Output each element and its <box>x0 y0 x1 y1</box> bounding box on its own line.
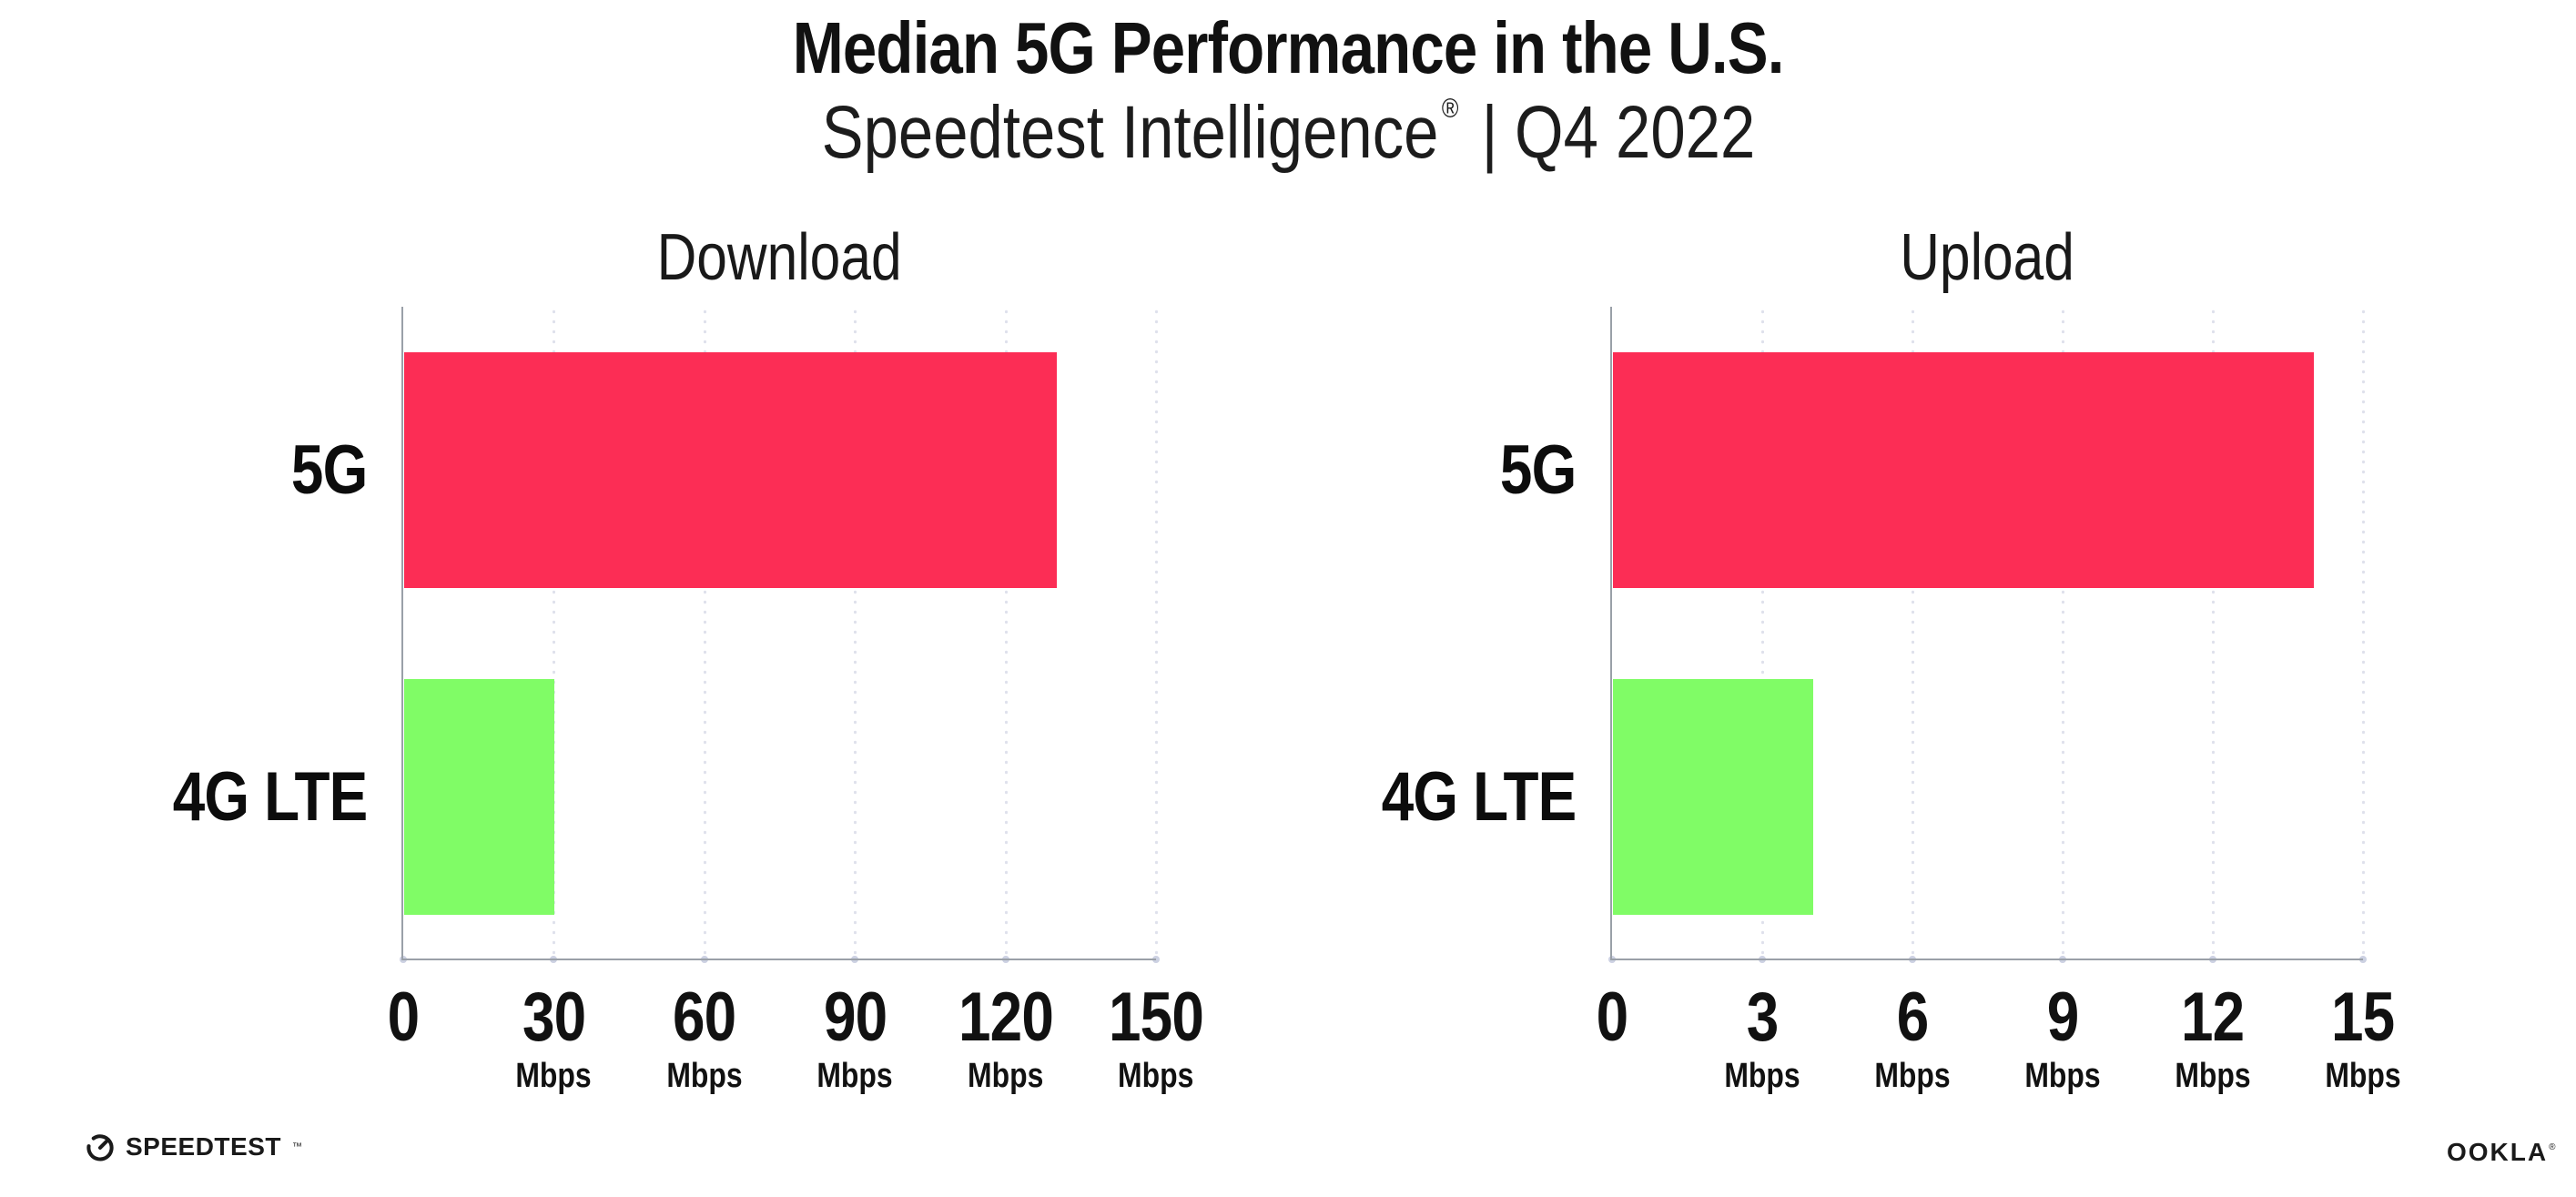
upload-chart-title: Upload <box>1900 221 2075 294</box>
tick-value: 3 <box>1746 979 1780 1056</box>
tick-value: 60 <box>673 979 736 1056</box>
tick-unit: Mbps <box>2024 1057 2101 1095</box>
category-label-4g-lte: 4G LTE <box>94 757 368 836</box>
page-title-text: Median 5G Performance in the U.S. <box>792 7 1785 88</box>
gridline-60 <box>703 307 706 959</box>
x-tick-120: 120 Mbps <box>949 979 1062 1096</box>
gridline-6 <box>1912 307 1914 959</box>
bar-5g <box>404 352 1057 588</box>
x-tick-150: 150 Mbps <box>1100 979 1212 1096</box>
subtitle-brand: Speedtest Intelligence <box>821 91 1439 174</box>
tick-value: 12 <box>2181 979 2245 1056</box>
tick-unit: Mbps <box>816 1057 893 1095</box>
y-axis-line <box>1610 307 1612 959</box>
tick-mark-150 <box>1152 956 1160 963</box>
page-subtitle: Speedtest Intelligence ® | Q4 2022 <box>0 89 2576 177</box>
category-label-4g-lte: 4G LTE <box>1303 757 1577 836</box>
x-tick-9: 9 Mbps <box>2017 979 2107 1096</box>
tick-value: 120 <box>958 979 1054 1056</box>
tick-value: 30 <box>522 979 586 1056</box>
tick-mark-15 <box>2359 956 2367 963</box>
category-label-text: 5G <box>1499 431 1577 509</box>
gridline-30 <box>553 307 556 959</box>
tick-unit: Mbps <box>515 1057 593 1095</box>
x-tick-3: 3 Mbps <box>1717 979 1807 1096</box>
tick-unit: Mbps <box>1724 1057 1800 1095</box>
gridline-150 <box>1155 307 1158 959</box>
category-label-text: 4G LTE <box>1381 757 1577 836</box>
x-tick-6: 6 Mbps <box>1867 979 1957 1096</box>
category-label-text: 4G LTE <box>172 757 368 836</box>
upload-plot: 0 3 Mbps 6 Mbps 9 Mbps 12 Mbps 15 Mbps <box>1597 307 2401 1095</box>
x-axis-line <box>401 959 1156 960</box>
tick-unit: Mbps <box>1118 1057 1194 1095</box>
page-title: Median 5G Performance in the U.S. <box>0 5 2576 91</box>
ookla-wordmark: OOKLA <box>2447 1138 2549 1166</box>
x-tick-12: 12 Mbps <box>2167 979 2257 1096</box>
bar-4g-lte <box>1613 679 1813 915</box>
x-axis-line <box>1610 959 2363 960</box>
gridline-90 <box>854 307 857 959</box>
gridline-15 <box>2362 307 2365 959</box>
subtitle-separator: | <box>1481 91 1498 174</box>
tick-value: 15 <box>2331 979 2395 1056</box>
x-tick-0: 0 <box>384 982 421 1053</box>
tick-unit: Mbps <box>2325 1057 2401 1095</box>
ookla-registered-mark: ® <box>2549 1142 2556 1152</box>
tick-value: 0 <box>1596 979 1629 1056</box>
tick-value: 9 <box>2046 979 2080 1056</box>
tick-value: 6 <box>1896 979 1930 1056</box>
x-tick-0: 0 <box>1593 982 1630 1053</box>
bar-4g-lte <box>404 679 555 915</box>
x-tick-60: 60 Mbps <box>659 979 749 1096</box>
category-label-5g: 5G <box>1303 431 1577 509</box>
ookla-logo: OOKLA® <box>2447 1138 2555 1167</box>
y-axis-line <box>401 307 403 959</box>
download-plot: 0 30 Mbps 60 Mbps 90 Mbps 120 Mbps 150 Mbps <box>388 307 1204 1095</box>
category-label-5g: 5G <box>94 431 368 509</box>
gridline-120 <box>1004 307 1008 959</box>
speedtest-trademark: ™ <box>291 1141 302 1152</box>
subtitle-period: Q4 2022 <box>1514 91 1755 174</box>
category-label-text: 5G <box>290 431 368 509</box>
registered-mark: ® <box>1441 94 1458 124</box>
tick-value: 150 <box>1108 979 1204 1056</box>
tick-unit: Mbps <box>1874 1057 1951 1095</box>
gridline-9 <box>2062 307 2064 959</box>
tick-unit: Mbps <box>967 1057 1044 1095</box>
speedtest-gauge-icon <box>86 1134 114 1161</box>
gridline-12 <box>2212 307 2215 959</box>
x-tick-15: 15 Mbps <box>2317 979 2408 1096</box>
speedtest-logo: SPEEDTEST ™ <box>84 1131 302 1163</box>
page-subtitle-text: Speedtest Intelligence ® | Q4 2022 <box>821 89 1755 177</box>
tick-value: 0 <box>387 979 421 1056</box>
bar-5g <box>1613 352 2314 588</box>
x-tick-90: 90 Mbps <box>810 979 900 1096</box>
speedtest-wordmark: SPEEDTEST <box>126 1132 281 1161</box>
download-chart-title: Download <box>657 221 902 294</box>
tick-unit: Mbps <box>666 1057 743 1095</box>
tick-unit: Mbps <box>2175 1057 2251 1095</box>
x-tick-30: 30 Mbps <box>509 979 599 1096</box>
gridline-3 <box>1761 307 1764 959</box>
tick-value: 90 <box>823 979 887 1056</box>
